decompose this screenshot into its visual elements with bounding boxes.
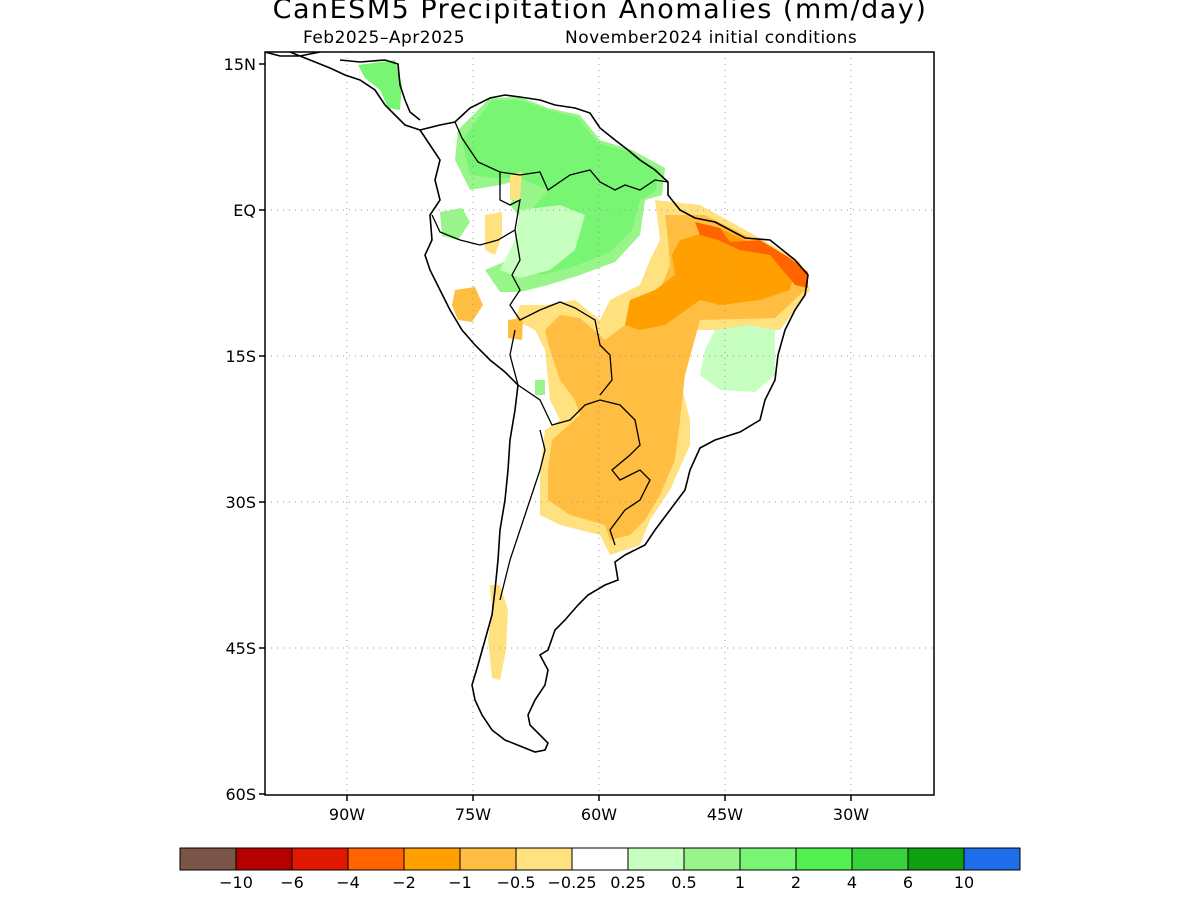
tick-marks [259,63,852,801]
legend-label: 2 [791,873,801,892]
legend-swatch [235,847,293,871]
anomaly-positive-central-america [358,60,402,110]
legend-label: −10 [219,873,253,892]
lon-label-60w: 60W [581,805,617,824]
legend-label: 0.5 [671,873,696,892]
lat-label-30s: 30S [225,493,256,512]
legend-label: −1 [448,873,472,892]
anomaly-negative-core [625,228,795,330]
legend-swatch [739,847,797,871]
lon-label-45w: 45W [707,805,743,824]
legend-swatch [571,847,629,871]
forecast-period: Feb2025–Apr2025 [303,28,466,48]
anomaly-negative-peru [452,287,483,322]
coastlines [265,52,809,753]
legend-label: −0.25 [547,873,596,892]
legend-swatch [851,847,909,871]
legend-label: −4 [336,873,360,892]
anomaly-positive-ecuador [440,208,470,240]
lat-label-eq: EQ [233,201,256,220]
legend-swatch [963,847,1021,871]
country-borders [431,121,669,601]
lat-label-45s: 45S [225,639,256,658]
legend-swatch [907,847,965,871]
lon-label-90w: 90W [329,805,365,824]
legend-label: 6 [903,873,913,892]
lat-label-15n: 15N [224,55,256,74]
legend-swatch [347,847,405,871]
anomaly-field [358,60,810,680]
initial-conditions: November2024 initial conditions [565,28,858,48]
central-america-coastline [265,52,421,131]
legend-label: 10 [954,873,974,892]
anomaly-negative-peru-2 [508,318,523,340]
legend-swatch [515,847,573,871]
lon-label-75w: 75W [455,805,491,824]
legend-label: 0.25 [610,873,646,892]
legend-swatch [179,847,237,871]
anomaly-positive-north-core [462,100,660,275]
legend-label: −0.5 [497,873,536,892]
legend-label: 1 [735,873,745,892]
anomaly-negative-colombia [485,212,502,255]
legend-swatch [627,847,685,871]
color-legend: −10 −6 −4 −2 −1 −0.5 −0.25 0.25 0.5 1 2 4 6 10 [179,847,1021,892]
legend-swatch [403,847,461,871]
lon-labels: 90W 75W 60W 45W 30W [329,805,869,824]
legend-swatch [291,847,349,871]
legend-swatch [459,847,517,871]
anomaly-positive-bolivia [535,380,545,395]
anomaly-negative-patagonia [488,585,508,680]
lat-label-60s: 60S [225,785,256,804]
legend-swatch [683,847,741,871]
anomaly-negative-colombia-2 [510,172,522,200]
anomaly-strong-negative [695,222,808,288]
legend-swatch [795,847,853,871]
map-title: CanESM5 Precipitation Anomalies (mm/day) [272,0,928,25]
anomaly-light-green-amazon [500,205,585,278]
legend-label: −2 [392,873,416,892]
lon-label-30w: 30W [833,805,869,824]
lat-labels: 15N EQ 15S 30S 45S 60S [224,55,256,804]
lat-label-15s: 15S [225,347,256,366]
legend-label: 4 [847,873,857,892]
anomaly-light-green-ne-brazil [700,325,775,392]
legend-label: −6 [280,873,304,892]
